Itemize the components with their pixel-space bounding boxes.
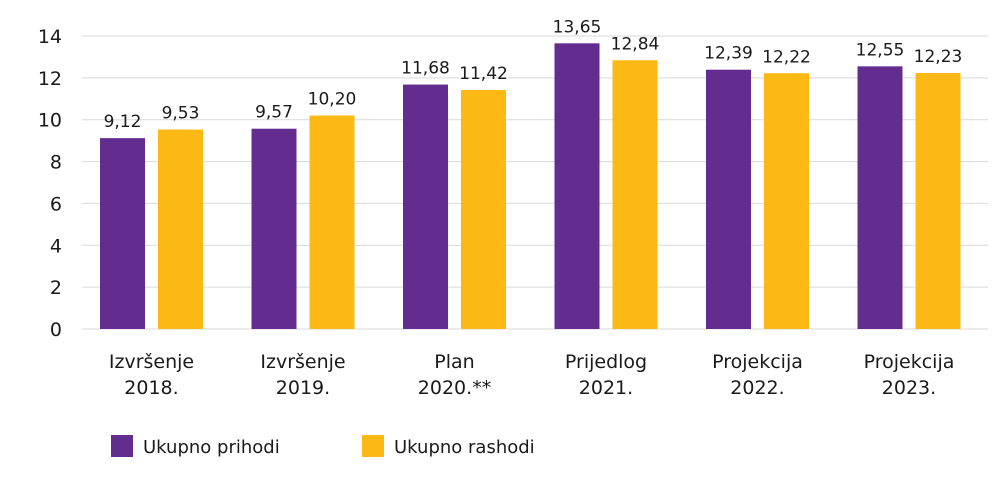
y-tick-label: 10: [38, 110, 62, 132]
legend-label: Ukupno rashodi: [394, 437, 535, 458]
y-tick-label: 4: [50, 235, 62, 257]
y-tick-label: 0: [50, 319, 62, 341]
data-label: 12,23: [914, 47, 963, 67]
x-tick-label: 2023.: [882, 377, 936, 399]
y-axis-ticks: 0 2 4 6 8 10 12 14: [38, 26, 62, 341]
bar: [612, 60, 658, 330]
x-tick-label: Prijedlog: [565, 351, 647, 373]
x-tick-label: 2018.: [124, 377, 178, 399]
legend-swatch: [111, 435, 133, 457]
bars: [100, 43, 961, 330]
data-label: 12,39: [704, 44, 753, 64]
data-labels: 9,12 9,53 9,57 10,20 11,68 11,42 13,65 12,84 12,…: [104, 17, 963, 132]
x-tick-label: 2019.: [276, 377, 330, 399]
bar: [554, 43, 600, 329]
data-label: 12,55: [856, 40, 905, 60]
x-tick-label: Projekcija: [864, 351, 955, 373]
x-tick-label: Projekcija: [712, 351, 803, 373]
y-tick-label: 2: [50, 277, 62, 299]
y-tick-label: 12: [38, 68, 62, 90]
data-label: 10,20: [308, 90, 357, 110]
data-label: 12,84: [611, 34, 660, 54]
x-tick-label: Izvršenje: [109, 351, 194, 373]
data-label: 9,57: [255, 103, 293, 123]
data-label: 9,12: [104, 112, 142, 132]
bar: [706, 69, 751, 329]
bar: [915, 73, 961, 329]
bar: [857, 66, 903, 329]
data-label: 9,53: [162, 104, 200, 124]
legend-label: Ukupno prihodi: [143, 437, 280, 458]
bar: [403, 84, 448, 329]
x-tick-label: Izvršenje: [260, 351, 345, 373]
bar: [158, 129, 203, 329]
bar: [100, 138, 145, 329]
bar: [461, 89, 506, 329]
x-tick-label: 2021.: [579, 377, 633, 399]
y-tick-label: 8: [50, 152, 62, 174]
bar: [251, 128, 297, 329]
y-tick-label: 14: [38, 26, 62, 48]
legend: Ukupno prihodi Ukupno rashodi: [111, 435, 535, 458]
data-label: 12,22: [762, 47, 811, 67]
legend-swatch: [362, 435, 384, 457]
data-label: 13,65: [553, 17, 602, 37]
data-label: 11,68: [401, 59, 450, 79]
data-label: 11,42: [459, 64, 508, 84]
bar: [309, 115, 355, 330]
y-tick-label: 6: [50, 193, 62, 215]
x-tick-label: 2020.**: [418, 377, 491, 399]
x-axis-categories: Izvršenje 2018. Izvršenje 2019. Plan 2020.** P…: [109, 351, 955, 399]
bar: [764, 73, 809, 329]
gridlines: [82, 35, 988, 330]
x-tick-label: 2022.: [730, 377, 784, 399]
x-tick-label: Plan: [434, 351, 474, 373]
